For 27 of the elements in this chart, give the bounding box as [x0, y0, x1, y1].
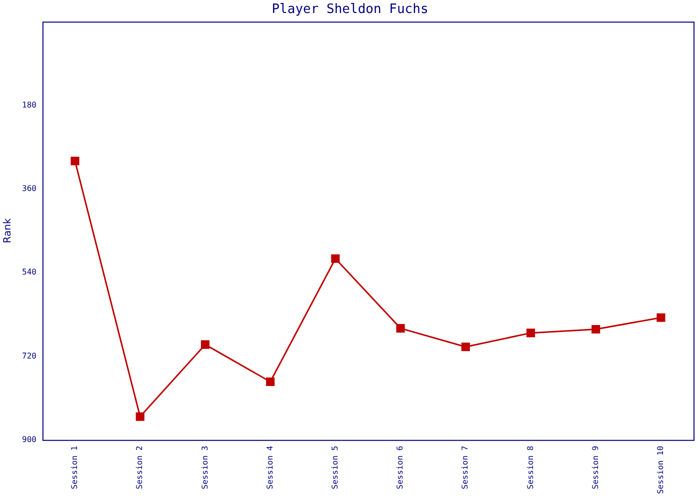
x-tick-label: Session 5: [330, 446, 340, 490]
point: [136, 412, 144, 421]
chart-title: Player Sheldon Fuchs: [272, 2, 428, 18]
y-tick-label: 720: [22, 351, 37, 360]
x-tick-label: Session 1: [70, 446, 80, 490]
point: [396, 324, 405, 333]
point: [461, 342, 470, 352]
point: [592, 324, 600, 334]
point: [331, 254, 340, 263]
x-tick-label: Session 7: [460, 446, 470, 490]
y-tick-label: 360: [22, 184, 37, 193]
y-axis-title: Rank: [2, 218, 14, 244]
x-tick-label: Session 10: [656, 446, 666, 494]
y-tick-label: 900: [22, 434, 37, 444]
x-tick-label: Session 3: [200, 446, 210, 490]
y-tick-label: 540: [22, 268, 37, 277]
point: [200, 340, 210, 349]
x-tick-label: Session 4: [265, 446, 274, 490]
point: [526, 328, 536, 338]
x-tick-label: Session 9: [590, 446, 600, 490]
x-tick-label: Session 8: [526, 446, 535, 490]
x-tick-label: Session 6: [396, 446, 405, 490]
y-tick-label: 180: [22, 100, 37, 110]
point: [70, 156, 80, 166]
x-tick-label: Session 2: [135, 446, 144, 490]
point: [266, 377, 275, 386]
point: [656, 313, 666, 322]
